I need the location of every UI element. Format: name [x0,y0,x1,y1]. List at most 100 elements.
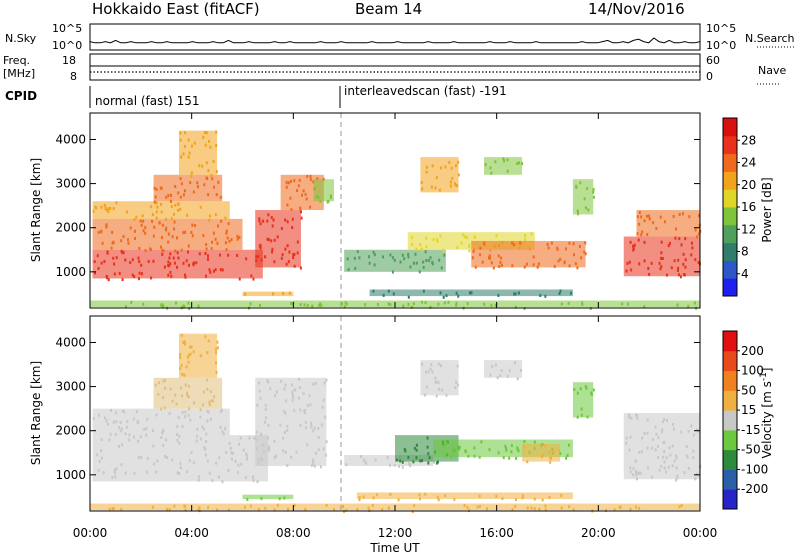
power-echo-cell [171,235,174,239]
velocity-echo-cell [363,458,366,462]
power-echo-cell [587,208,590,212]
power-echo-cell [144,249,147,253]
velocity-echo-cell [654,425,657,429]
power-echo-cell [138,246,141,250]
power-echo-cell [346,257,349,261]
velocity-echo-cell [514,504,517,508]
power-echo-cell [170,274,173,278]
velocity-echo-cell [676,476,679,480]
nave-tick-low: 0 [706,70,713,83]
velocity-echo-cell [423,393,426,397]
power-echo-cell [249,302,252,306]
velocity-echo-cell [632,473,635,477]
power-echo-cell [167,232,170,236]
velocity-echo-cell [401,460,404,464]
power-echo-cell [201,164,204,168]
power-echo-cell [443,301,446,305]
power-echo-cell [645,214,648,218]
velocity-echo-cell [517,449,520,453]
velocity-echo-cell [205,432,208,436]
power-echo-cell [224,216,227,220]
velocity-echo-cell [282,436,285,440]
figure-title-radar: Hokkaido East (fitACF) [92,0,260,18]
velocity-echo-cell [231,457,234,461]
velocity-echo-cell [273,508,276,512]
velocity-echo-cell [282,449,285,453]
velocity-echo-cell [262,443,265,447]
velocity-echo-cell [387,506,390,510]
power-echo-cell [100,205,103,209]
velocity-echo-cell [505,447,508,451]
power-echo-cell [298,178,301,182]
colorbar-tick-label: 100 [741,364,764,378]
power-echo-cell [216,241,219,245]
velocity-echo-cell [312,462,315,466]
velocity-echo-cell [415,448,418,452]
velocity-echo-cell [192,461,195,465]
power-echo-cell [258,219,261,223]
velocity-echo-cell [112,420,115,424]
velocity-echo-cell [199,415,202,419]
power-echo-cell [678,212,681,216]
velocity-echo-cell [212,399,215,403]
power-echo-cell [184,275,187,279]
power-echo-cell [272,292,275,296]
velocity-echo-cell [437,498,440,502]
power-echo-cell [667,244,670,248]
power-echo-cell [285,181,288,185]
power-echo-cell [144,231,147,235]
velocity-echo-cell [476,505,479,509]
power-echo-cell [293,252,296,256]
power-echo-cell [220,219,223,223]
power-echo-cell [440,266,443,270]
velocity-echo-cell [586,415,589,419]
velocity-echo-cell [192,350,195,354]
power-echo-region [572,179,595,216]
power-echo-cell [621,302,624,306]
velocity-echo-cell [590,392,593,396]
power-echo-cell [438,188,441,192]
power-echo-cell [287,181,290,185]
velocity-echo-cell [308,394,311,398]
power-echo-cell [103,259,106,263]
velocity-echo-cell [267,423,270,427]
velocity-echo-cell [279,423,282,427]
power-echo-cell [632,245,635,249]
velocity-echo-cell [92,416,95,420]
velocity-echo-cell [358,496,361,500]
velocity-echo-cell [661,455,664,459]
power-echo-cell [190,174,193,178]
power-echo-cell [177,191,180,195]
power-echo-cell [167,260,170,264]
velocity-echo-region [420,360,459,398]
power-echo-cell [293,179,296,183]
velocity-echo-cell [444,494,447,498]
power-echo-cell [161,223,164,227]
colorbar-tick-label: 12 [741,222,756,236]
velocity-echo-cell [256,480,259,484]
velocity-echo-cell [458,445,461,449]
power-echo-band [636,210,700,237]
power-echo-cell [97,230,100,234]
colorbar-swatch [723,331,737,352]
velocity-echo-cell [299,423,302,427]
power-echo-cell [208,268,211,272]
velocity-echo-cell [544,504,547,508]
velocity-echo-cell [514,361,517,365]
power-echo-cell [219,195,222,199]
power-echo-cell [537,262,540,266]
velocity-echo-cell [164,386,167,390]
power-echo-cell [202,135,205,139]
power-echo-cell [213,185,216,189]
velocity-echo-cell [358,498,361,502]
power-echo-cell [236,253,239,257]
power-echo-cell [175,236,178,240]
velocity-echo-cell [196,427,199,431]
power-echo-cell [188,151,191,155]
power-echo-cell [387,289,390,293]
velocity-echo-cell [506,374,509,378]
velocity-echo-cell [428,456,431,460]
velocity-echo-band [242,494,294,500]
power-echo-cell [106,251,109,255]
